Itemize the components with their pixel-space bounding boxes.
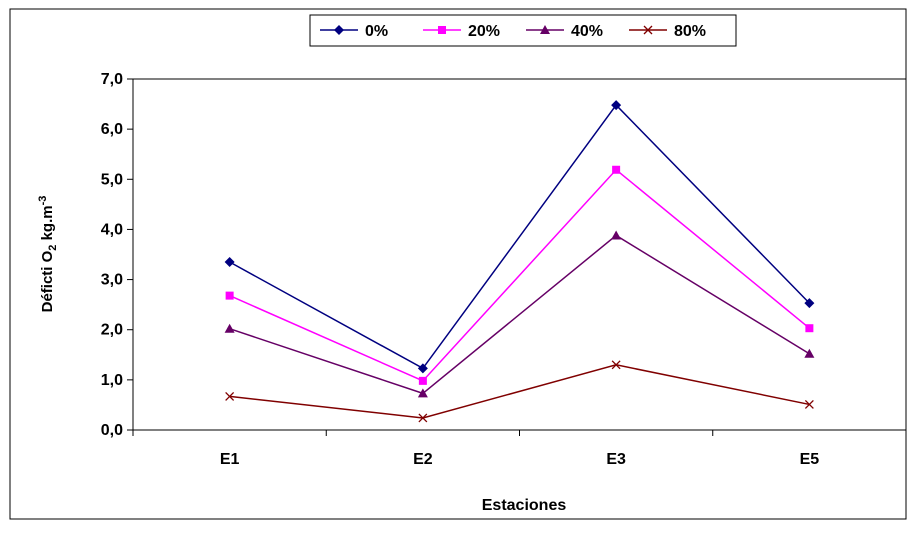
series-line xyxy=(229,234,810,395)
y-tick-label: 1,0 xyxy=(101,372,123,389)
y-axis: 0,0 1,0 2,0 3,0 4,0 5,0 6,0 7,0 xyxy=(101,71,133,439)
data-point xyxy=(225,291,234,300)
legend-item: 40% xyxy=(526,23,603,40)
data-point xyxy=(804,348,815,358)
legend-item: 20% xyxy=(423,23,500,40)
series-line xyxy=(229,168,810,382)
data-point xyxy=(612,165,621,174)
x-tick-label: E1 xyxy=(220,451,240,468)
legend-marker xyxy=(643,25,653,35)
legend-marker xyxy=(540,25,550,34)
y-axis-title-superscript: -3 xyxy=(37,196,49,206)
x-tick-label: E2 xyxy=(413,451,433,468)
y-tick-label: 2,0 xyxy=(101,322,123,339)
data-point xyxy=(611,230,622,240)
series-layer xyxy=(224,100,815,423)
data-point xyxy=(417,388,428,398)
data-point xyxy=(225,391,235,401)
x-axis-title: Estaciones xyxy=(482,497,567,514)
y-tick-label: 3,0 xyxy=(101,272,123,289)
legend-label: 20% xyxy=(468,23,500,40)
x-tick-label: E3 xyxy=(606,451,626,468)
legend-item: 0% xyxy=(320,23,388,40)
data-point xyxy=(418,413,428,423)
legend-label: 0% xyxy=(365,23,388,40)
y-tick-label: 6,0 xyxy=(101,121,123,138)
y-axis-title: Déficti O2 kg.m-3 xyxy=(37,196,59,313)
series-line xyxy=(229,103,810,370)
x-axis: E1 E2 E3 E5 xyxy=(132,430,907,468)
series-0pct xyxy=(224,100,815,374)
data-point xyxy=(417,363,428,374)
y-tick-label: 4,0 xyxy=(101,221,123,238)
legend-marker xyxy=(334,25,344,35)
data-point xyxy=(224,257,235,268)
legend-label: 40% xyxy=(571,23,603,40)
data-point xyxy=(804,399,814,409)
legend-item: 80% xyxy=(629,23,706,40)
legend: 0% 20% 40% 80% xyxy=(309,14,737,47)
y-axis-title-subscript: 2 xyxy=(47,245,59,251)
data-point xyxy=(611,100,622,111)
series-line xyxy=(229,364,810,419)
y-tick-label: 5,0 xyxy=(101,171,123,188)
series-80pct xyxy=(225,360,814,423)
data-point xyxy=(804,298,815,309)
plot-area xyxy=(132,78,907,431)
series-20pct xyxy=(225,165,814,385)
y-tick-label: 7,0 xyxy=(101,71,123,88)
series-40pct xyxy=(224,230,815,398)
data-point xyxy=(805,324,814,333)
data-point xyxy=(418,376,427,385)
y-axis-title-main: Déficti O xyxy=(39,250,56,312)
y-axis-title-unit: kg.m xyxy=(39,205,56,244)
y-tick-label: 0,0 xyxy=(101,422,123,439)
data-point xyxy=(611,360,621,370)
legend-label: 80% xyxy=(674,23,706,40)
x-tick-label: E5 xyxy=(800,451,820,468)
data-point xyxy=(224,323,235,333)
legend-marker xyxy=(438,26,446,34)
